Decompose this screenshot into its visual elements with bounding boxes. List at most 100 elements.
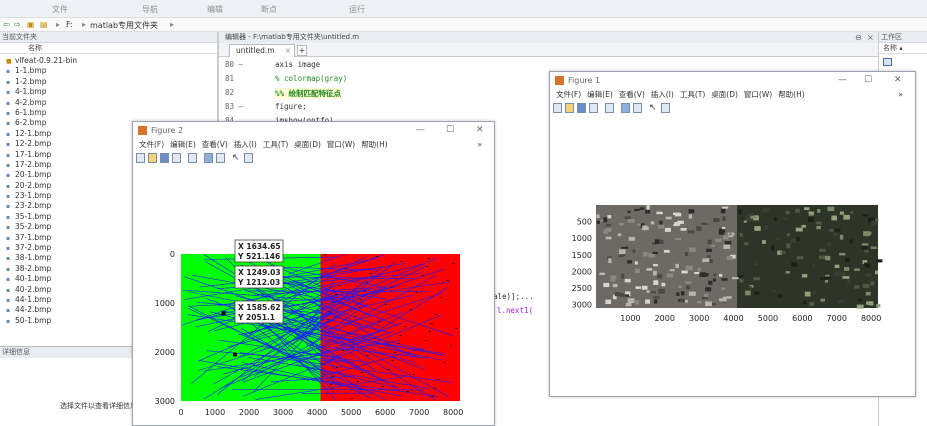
list-item[interactable]: ▪ 38-1.bmp — [0, 253, 216, 263]
save-icon[interactable] — [577, 103, 586, 113]
breadcrumb-arrow-icon[interactable]: ▸ — [170, 20, 175, 29]
datatip-box[interactable] — [234, 300, 284, 324]
ribbon-tab-navigate[interactable]: 导航 — [142, 5, 158, 14]
editor-close-icon[interactable]: × — [867, 33, 874, 42]
code-area[interactable]: 80 — axis image 81 % colormap(gray) 82 %% 绘制匹… — [219, 58, 879, 178]
menu-item[interactable]: 窗口(W) — [743, 90, 773, 99]
list-item[interactable]: ▪ 50-1.bmp — [0, 316, 216, 326]
close-button[interactable]: ✕ — [894, 75, 902, 85]
save-icon[interactable] — [160, 153, 169, 163]
breadcrumb-drive[interactable]: F: — [66, 20, 73, 29]
forward-icon[interactable]: ⇨ — [14, 20, 21, 29]
back-icon[interactable]: ⇦ — [3, 20, 10, 29]
photo-texture — [753, 277, 761, 281]
insert-colorbar-icon[interactable] — [204, 153, 213, 163]
file-name: 37-2.bmp — [15, 243, 52, 253]
breadcrumb-folder[interactable]: matlab专用文件夹 — [90, 21, 159, 30]
print-icon[interactable] — [589, 103, 598, 113]
insert-colorbar-icon[interactable] — [621, 103, 630, 113]
photo-texture — [635, 286, 642, 289]
insert-legend-icon[interactable] — [216, 153, 225, 163]
print-icon[interactable] — [172, 153, 181, 163]
list-item[interactable]: ▪ 1-2.bmp — [0, 77, 216, 87]
texture-speck — [381, 386, 384, 387]
link-plot-icon[interactable] — [605, 103, 614, 113]
menu-item[interactable]: 查看(V) — [618, 90, 645, 99]
list-item[interactable]: ▪ 17-2.bmp — [0, 160, 216, 170]
menu-item[interactable]: 插入(I) — [233, 140, 257, 149]
tab-close-icon[interactable]: × — [284, 46, 291, 55]
column-header-name[interactable]: 名称 — [0, 43, 217, 54]
list-item[interactable]: ▪ 20-2.bmp — [0, 181, 216, 191]
minimize-button[interactable]: — — [838, 75, 847, 85]
new-tab-button[interactable]: + — [297, 45, 307, 56]
maximize-button[interactable]: ☐ — [446, 125, 455, 135]
toolbar-overflow-icon[interactable]: » — [898, 90, 903, 99]
ribbon-tab-file[interactable]: 文件 — [52, 5, 68, 14]
list-item[interactable]: ▪ 17-1.bmp — [0, 150, 216, 160]
insert-legend-icon[interactable] — [633, 103, 642, 113]
menu-item[interactable]: 帮助(H) — [778, 90, 805, 99]
menu-item[interactable]: 工具(T) — [679, 90, 706, 99]
link-plot-icon[interactable] — [188, 153, 197, 163]
photo-texture — [842, 276, 850, 279]
pointer-icon[interactable]: ↖ — [649, 103, 657, 113]
list-item[interactable]: ▪ 37-1.bmp — [0, 233, 216, 243]
list-item[interactable]: ▪ 12-2.bmp — [0, 139, 216, 149]
list-item[interactable]: ▪ 4-1.bmp — [0, 87, 216, 97]
list-item[interactable]: ▪ 35-2.bmp — [0, 222, 216, 232]
list-item[interactable]: ▪ 23-2.bmp — [0, 201, 216, 211]
menu-item[interactable]: 编辑(E) — [170, 140, 196, 149]
workspace-column-name[interactable]: 名称 ▴ — [879, 43, 927, 54]
list-item[interactable]: ▪ 44-1.bmp — [0, 295, 216, 305]
open-file-icon[interactable] — [148, 153, 157, 163]
figure1-axes[interactable]: 1000 2000 3000 4000 5000 6000 7000 8000 500 1000 1… — [550, 115, 915, 396]
close-button[interactable]: ✕ — [476, 125, 484, 135]
menu-item[interactable]: 工具(T) — [262, 140, 289, 149]
ribbon-tab-breakpoints[interactable]: 断点 — [261, 5, 277, 14]
menu-item[interactable]: 插入(I) — [650, 90, 674, 99]
list-item[interactable]: ▪ 37-2.bmp — [0, 243, 216, 253]
list-item[interactable]: ▪ 38-2.bmp — [0, 264, 216, 274]
up-folder-icon[interactable]: ▣ — [27, 20, 35, 29]
list-item[interactable]: ▪ 6-1.bmp — [0, 108, 216, 118]
pointer-icon[interactable]: ↖ — [232, 153, 240, 163]
list-item[interactable]: ▪ 6-2.bmp — [0, 118, 216, 128]
open-file-icon[interactable] — [565, 103, 574, 113]
menu-item[interactable]: 查看(V) — [201, 140, 228, 149]
new-figure-icon[interactable] — [553, 103, 562, 113]
menu-item[interactable]: 桌面(D) — [294, 140, 321, 149]
menu-item[interactable]: 帮助(H) — [361, 140, 388, 149]
ribbon-tab-edit[interactable]: 编辑 — [207, 5, 223, 14]
editor-minimize-icon[interactable]: ⊖ — [855, 33, 862, 42]
new-figure-icon[interactable] — [136, 153, 145, 163]
menu-item[interactable]: 文件(F) — [556, 90, 582, 99]
list-item[interactable]: ▪ 12-1.bmp — [0, 129, 216, 139]
workspace-title: 工作区 — [879, 32, 927, 43]
ribbon-tab-run[interactable]: 运行 — [349, 5, 365, 14]
list-item[interactable]: ▪ 1-1.bmp — [0, 66, 216, 76]
toolbar-overflow-icon[interactable]: » — [477, 140, 482, 149]
tab-untitled[interactable]: untitled.m × — [229, 44, 295, 57]
plot-tools-icon[interactable] — [661, 103, 670, 113]
maximize-button[interactable]: ☐ — [864, 75, 873, 85]
menu-item[interactable]: 窗口(W) — [326, 140, 356, 149]
datatip-box[interactable] — [234, 265, 284, 289]
photo-texture — [754, 226, 761, 231]
list-item[interactable]: ▪ 40-2.bmp — [0, 285, 216, 295]
list-item[interactable]: ▪ 4-2.bmp — [0, 98, 216, 108]
datatip-box[interactable] — [234, 239, 284, 263]
minimize-button[interactable]: — — [416, 125, 425, 135]
menu-item[interactable]: 编辑(E) — [587, 90, 613, 99]
list-item[interactable]: ▪ 40-1.bmp — [0, 274, 216, 284]
list-item-folder[interactable]: ■ vlfeat-0.9.21-bin — [0, 56, 216, 66]
figure2-axes[interactable]: 0 1000 2000 3000 4000 5000 6000 7000 8000 0 1000 20… — [133, 165, 494, 425]
list-item[interactable]: ▪ 35-1.bmp — [0, 212, 216, 222]
menu-item[interactable]: 桌面(D) — [711, 90, 738, 99]
plot-tools-icon[interactable] — [244, 153, 253, 163]
list-item[interactable]: ▪ 23-1.bmp — [0, 191, 216, 201]
list-item[interactable]: ▪ 44-2.bmp — [0, 305, 216, 315]
menu-item[interactable]: 文件(F) — [139, 140, 165, 149]
list-item[interactable]: ▪ 20-1.bmp — [0, 170, 216, 180]
browse-folder-icon[interactable]: ▤ — [40, 20, 48, 29]
